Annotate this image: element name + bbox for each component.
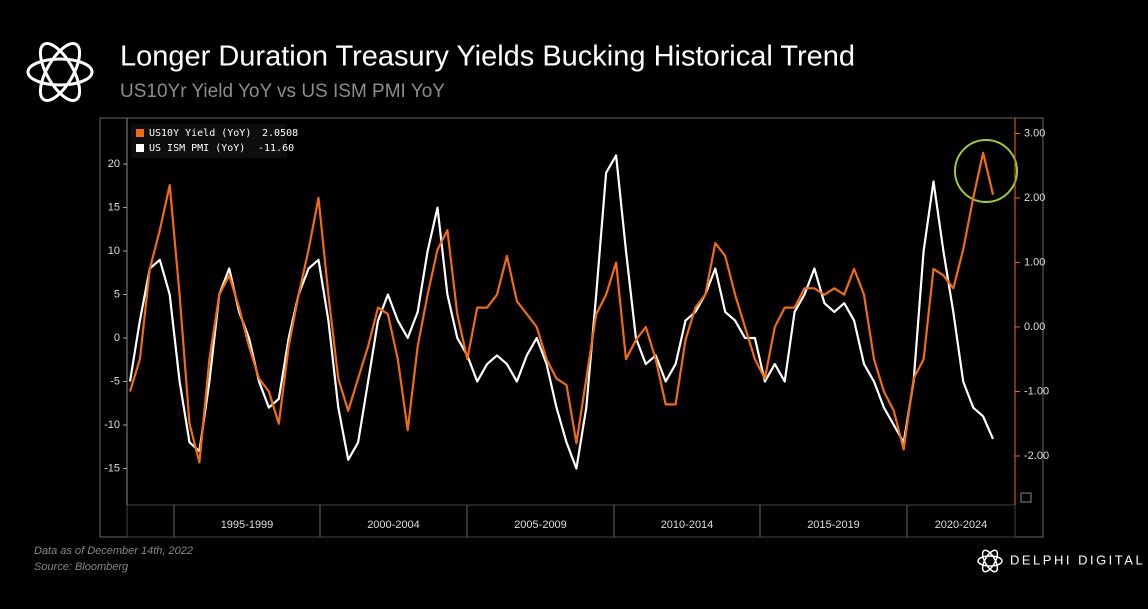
legend-value: 2.0508 [262, 128, 298, 139]
title: Longer Duration Treasury Yields Bucking … [120, 41, 855, 73]
x-tick-label: 1995-1999 [221, 519, 274, 531]
x-tick-label: 2000-2004 [367, 519, 420, 531]
y-tick-label: -5 [110, 375, 120, 387]
legend-label: US10Y Yield (YoY) [149, 128, 251, 139]
legend-box [131, 124, 287, 158]
zoom-icon [1020, 492, 1032, 503]
y2-tick-label: 3.00 [1024, 127, 1045, 139]
subtitle: US10Yr Yield YoY vs US ISM PMI YoY [120, 81, 445, 102]
legend-swatch [136, 144, 144, 152]
y2-tick-label: 2.00 [1024, 192, 1045, 204]
y-tick-label: 20 [108, 158, 120, 170]
x-tick-label: 2005-2009 [514, 519, 567, 531]
y-tick-label: 0 [114, 332, 120, 344]
y-tick-label: 10 [108, 245, 120, 257]
x-tick-label: 2015-2019 [807, 519, 860, 531]
brand: DELPHI DIGITAL [1010, 552, 1145, 567]
x-tick-label: 2020-2024 [935, 519, 988, 531]
legend-label: US ISM PMI (YoY) [149, 143, 245, 154]
legend-swatch [136, 129, 144, 137]
y-tick-label: -10 [104, 419, 120, 431]
x-axis-band [126, 504, 1016, 538]
footnote: Data as of December 14th, 2022 [34, 545, 193, 557]
y2-tick-label: 1.00 [1024, 256, 1045, 268]
y2-tick-label: -1.00 [1024, 385, 1049, 397]
brand-logo [977, 549, 1003, 573]
x-tick-label: 2010-2014 [661, 519, 714, 531]
y-tick-label: 15 [108, 201, 120, 213]
y2-tick-label: -2.00 [1024, 450, 1049, 462]
y-tick-label: -15 [104, 462, 120, 474]
highlight-circle [954, 139, 1018, 203]
series-line [128, 151, 995, 464]
source: Source: Bloomberg [34, 561, 129, 573]
y-tick-label: 5 [114, 288, 120, 300]
legend-value: -11.60 [258, 143, 294, 154]
logo [26, 42, 94, 102]
y2-tick-label: 0.00 [1024, 321, 1045, 333]
series-line [128, 154, 995, 470]
chart-panel [99, 117, 1044, 538]
